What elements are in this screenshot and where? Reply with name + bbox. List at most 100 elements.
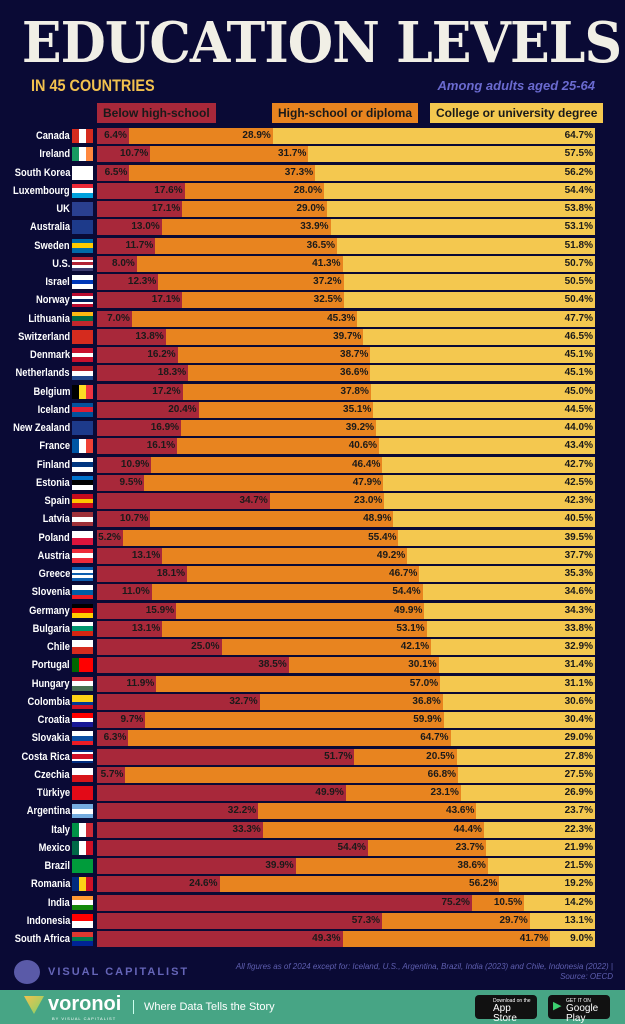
stacked-bar: 9.5% 47.9% 42.5% — [97, 474, 595, 491]
bar-below-high-school: 17.6% — [97, 182, 185, 199]
bar-row-france: France 16.1% 40.6% 43.4% — [0, 438, 625, 455]
bar-college: 34.6% — [422, 584, 595, 601]
flag-icon — [72, 585, 93, 600]
bar-high-school: 44.4% — [262, 821, 484, 838]
data-label: 30.6% — [564, 695, 593, 707]
voronoi-logo[interactable]: voronoi — [48, 993, 122, 1015]
data-label: 45.0% — [564, 385, 593, 397]
country-label: Indonesia — [26, 914, 70, 927]
bar-college: 31.1% — [440, 675, 595, 692]
flag-icon — [72, 494, 93, 508]
flag-icon — [72, 767, 93, 782]
data-label: 49.9% — [393, 604, 423, 616]
bar-college: 27.8% — [456, 748, 595, 765]
flag-icon — [72, 567, 93, 581]
bar-below-high-school: 13.8% — [97, 328, 166, 345]
google-play-button[interactable]: ▶ GET IT ON Google Play — [548, 995, 610, 1024]
data-label: 64.7% — [420, 732, 449, 744]
data-label: 54.4% — [564, 184, 593, 196]
data-label: 45.3% — [327, 312, 356, 324]
bar-row-portugal: Portugal 38.5% 30.1% 31.4% — [0, 657, 625, 674]
flag-icon — [72, 475, 93, 490]
bar-high-school: 64.7% — [128, 730, 451, 747]
bar-below-high-school: 39.9% — [97, 858, 296, 874]
stacked-bar: 11.7% 36.5% 51.8% — [97, 237, 595, 254]
country-label: Latvia — [42, 513, 70, 526]
country-label: Sweden — [34, 239, 70, 252]
data-label: 44.0% — [564, 422, 593, 433]
data-label: 49.9% — [315, 787, 344, 798]
bar-college: 44.5% — [373, 401, 595, 418]
data-label: 36.6% — [340, 367, 369, 379]
legend-high-school: High-school or diploma — [272, 103, 418, 123]
stacked-bar: 10.9% 46.4% 42.7% — [97, 456, 595, 473]
page-title: EDUCATION LEVELS — [21, 10, 622, 76]
stacked-bar: 16.2% 38.7% 45.1% — [97, 347, 595, 363]
source-note: All figures as of 2024 except for: Icela… — [235, 962, 613, 981]
data-label: 57.3% — [351, 914, 381, 926]
google-small: GET IT ON — [566, 998, 591, 1004]
stacked-bar: 25.0% 42.1% 32.9% — [97, 639, 595, 655]
bar-row-switzerland: Switzerland 13.8% 39.7% 46.5% — [0, 328, 625, 345]
flag-icon — [72, 311, 93, 326]
bar-below-high-school: 10.9% — [97, 456, 152, 473]
data-label: 10.7% — [119, 513, 149, 525]
flag-icon — [72, 220, 93, 235]
flag-icon — [72, 402, 93, 417]
flag-icon — [72, 202, 93, 216]
bar-below-high-school: 11.9% — [97, 675, 157, 692]
data-label: 13.1% — [564, 914, 593, 926]
bar-high-school: 49.9% — [176, 602, 425, 619]
bar-college: 50.7% — [342, 255, 595, 272]
country-label: Denmark — [29, 349, 70, 361]
bar-high-school: 30.1% — [288, 657, 439, 674]
country-label: Netherlands — [15, 367, 70, 380]
bar-college: 30.4% — [443, 712, 595, 728]
country-label: France — [39, 440, 70, 453]
country-label: Brazil — [44, 860, 70, 872]
bar-row-finland: Finland 10.9% 46.4% 42.7% — [0, 456, 625, 473]
app-store-button[interactable]: Download on the App Store — [475, 995, 537, 1024]
data-label: 32.5% — [313, 294, 342, 306]
bar-college: 39.5% — [398, 529, 595, 546]
voronoi-band: voronoi BY VISUAL CAPITALIST Where Data … — [0, 990, 625, 1024]
bar-row-latvia: Latvia 10.7% 48.9% 40.5% — [0, 511, 625, 528]
data-label: 34.3% — [564, 604, 593, 616]
bar-below-high-school: 6.3% — [97, 730, 129, 747]
bar-row-argentina: Argentina 32.2% 43.6% 23.7% — [0, 803, 625, 820]
data-label: 75.2% — [441, 896, 470, 908]
bar-below-high-school: 13.1% — [97, 620, 163, 637]
bar-below-high-school: 18.1% — [97, 566, 188, 582]
bar-row-bulgaria: Bulgaria 13.1% 53.1% 33.8% — [0, 620, 625, 637]
bar-row-spain: Spain 34.7% 23.0% 42.3% — [0, 493, 625, 509]
stacked-bar: 39.9% 38.6% 21.5% — [97, 858, 595, 874]
data-label: 40.5% — [564, 513, 593, 525]
data-label: 50.4% — [564, 294, 593, 306]
bar-below-high-school: 75.2% — [97, 894, 472, 911]
bar-high-school: 20.5% — [354, 748, 457, 765]
data-label: 33.8% — [564, 622, 593, 634]
country-label: U.S. — [51, 257, 70, 270]
data-label: 21.9% — [564, 841, 593, 853]
stacked-bar: 24.6% 56.2% 19.2% — [97, 876, 595, 893]
flag-icon — [72, 840, 93, 855]
bar-below-high-school: 17.2% — [97, 383, 183, 400]
stacked-bar: 32.7% 36.8% 30.6% — [97, 693, 595, 710]
bar-college: 42.3% — [384, 493, 595, 509]
data-label: 23.1% — [430, 787, 459, 798]
bar-row-ireland: Ireland 10.7% 31.7% 57.5% — [0, 146, 625, 163]
flag-icon — [72, 366, 93, 381]
country-label: Lithuania — [28, 312, 70, 325]
data-label: 24.6% — [189, 878, 218, 890]
bar-college: 45.1% — [370, 365, 595, 382]
stacked-bar: 12.3% 37.2% 50.5% — [97, 274, 595, 290]
data-label: 13.0% — [131, 221, 160, 233]
data-label: 56.2% — [564, 166, 593, 178]
data-label: 30.1% — [408, 659, 437, 671]
bar-row-lithuania: Lithuania 7.0% 45.3% 47.7% — [0, 310, 625, 327]
bar-high-school: 54.4% — [151, 584, 423, 601]
country-label: Norway — [36, 294, 70, 307]
bar-high-school: 36.5% — [155, 237, 338, 254]
bar-row-germany: Germany 15.9% 49.9% 34.3% — [0, 602, 625, 619]
country-label: Austria — [37, 549, 70, 562]
